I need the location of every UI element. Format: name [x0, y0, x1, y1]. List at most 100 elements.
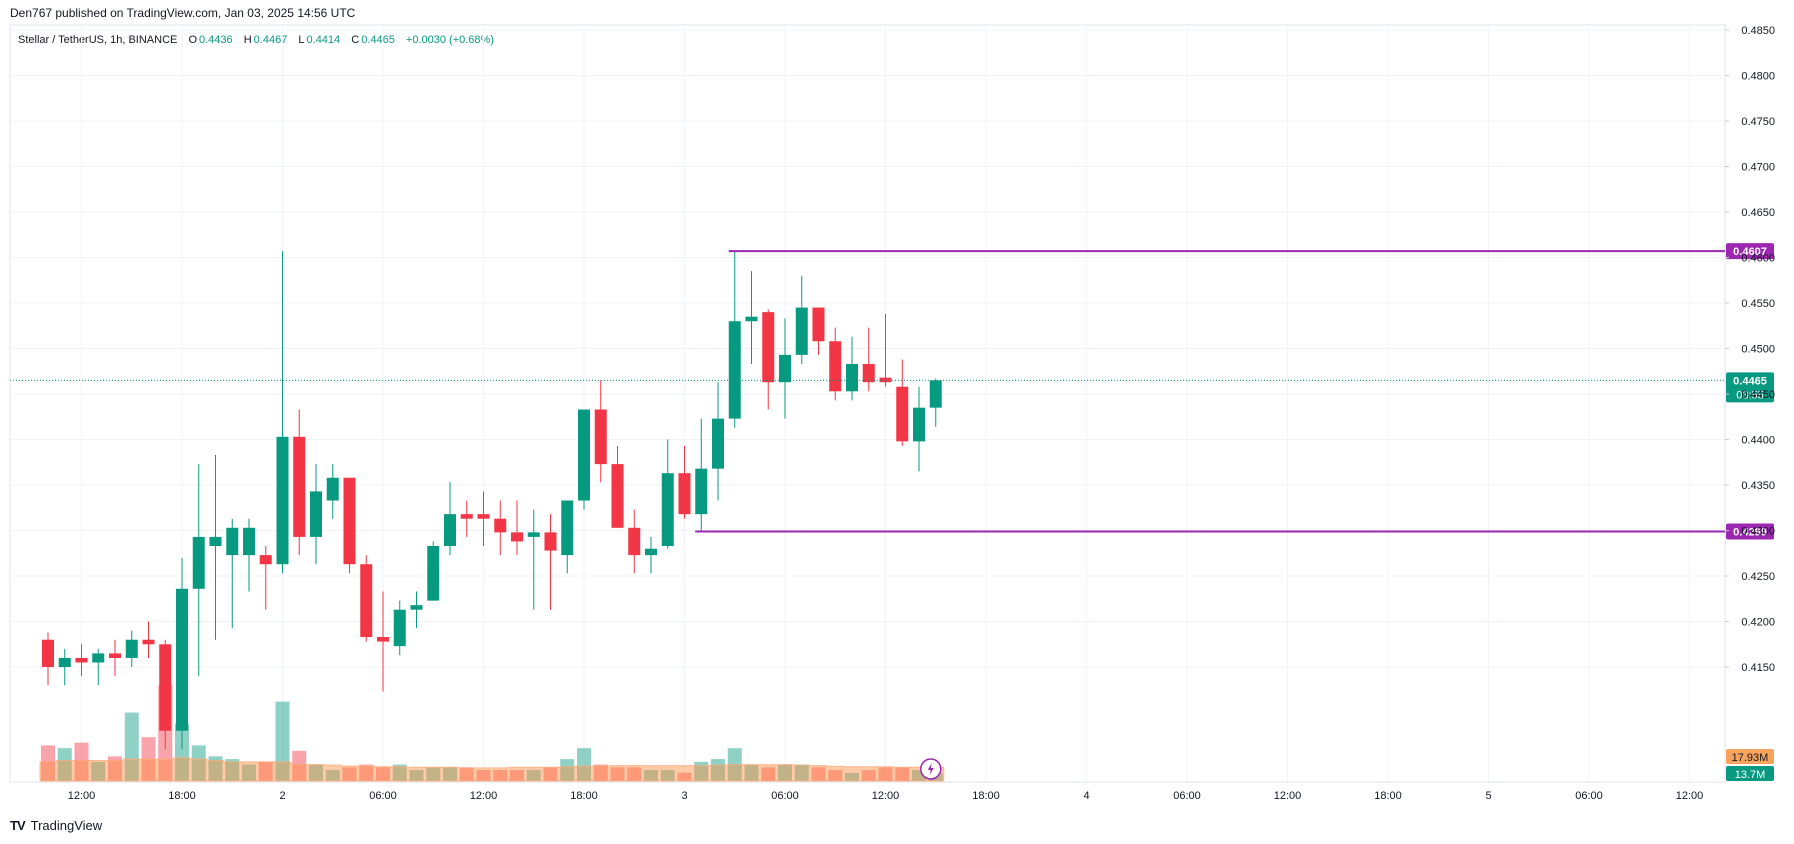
time-axis-label: 06:00: [1575, 790, 1603, 802]
time-axis-label: 06:00: [771, 790, 799, 802]
time-axis-label: 12:00: [68, 790, 96, 802]
high-value: 0.4467: [253, 34, 288, 46]
tradingview-logo: TV: [10, 818, 26, 833]
price-axis-label: 0.4850: [1741, 25, 1775, 37]
volume-bar: [208, 756, 223, 781]
volume-bar: [577, 748, 591, 781]
candle-body: [293, 436, 306, 537]
high-label: H: [243, 34, 252, 46]
candle-body: [678, 473, 691, 515]
candle-body: [511, 532, 523, 542]
footer-brand: TV TradingView: [10, 818, 102, 833]
volume-bar: [794, 764, 809, 781]
volume-bar: [878, 767, 893, 781]
volume-scale-label: 17.93M: [1732, 752, 1769, 764]
candle-body: [58, 657, 71, 668]
candle-body: [578, 409, 590, 501]
price-axis-label: 0.4650: [1741, 207, 1775, 219]
volume-bar: [493, 770, 508, 781]
time-axis-label: 06:00: [369, 790, 397, 802]
candle-body: [360, 564, 373, 638]
time-axis-label: 12:00: [872, 790, 900, 802]
volume-bar: [225, 759, 240, 781]
volume-bar: [426, 767, 441, 781]
low-value: 0.4414: [306, 34, 341, 46]
volume-bar: [560, 759, 575, 781]
brand-name: TradingView: [30, 818, 103, 833]
candle-body: [209, 536, 222, 547]
time-axis-label: 18:00: [168, 790, 196, 802]
candle-body: [243, 527, 255, 556]
volume-bar: [476, 770, 491, 781]
candle-body: [611, 464, 624, 528]
candle-body: [594, 409, 607, 465]
last-price-label: 0.4465: [1733, 375, 1767, 387]
candle-body: [276, 436, 289, 565]
volume-bar: [459, 767, 474, 781]
candle-body: [879, 377, 892, 383]
candle-body: [527, 532, 540, 537]
volume-bar: [191, 745, 206, 781]
candle-body: [929, 380, 942, 408]
candle-body: [42, 639, 54, 668]
candle-body: [477, 514, 490, 519]
candle-body: [762, 312, 775, 383]
volume-bar: [744, 764, 759, 781]
candle-body: [192, 536, 205, 589]
candle-body: [159, 644, 172, 731]
published-info: Den767 published on TradingView.com, Jan…: [10, 6, 356, 20]
chart-pane-border: [9, 24, 1726, 783]
volume-bar: [895, 767, 910, 781]
time-axis-label: 3: [681, 790, 687, 802]
volume-bar: [711, 759, 725, 781]
price-axis-label: 0.4750: [1741, 116, 1775, 128]
volume-bar: [526, 770, 541, 781]
symbol-legend[interactable]: Stellar / TetherUS, 1h, BINANCE O 0.4436 …: [18, 34, 496, 46]
volume-bar: [409, 770, 424, 781]
price-axis-label: 0.4400: [1741, 435, 1775, 447]
price-axis-label: 0.4150: [1741, 662, 1775, 674]
low-label: L: [298, 34, 305, 46]
candle-body: [812, 307, 825, 342]
level-label: 0.4607: [1733, 246, 1767, 258]
volume-bar: [242, 764, 256, 781]
volume-bar: [443, 767, 457, 781]
candle-body: [913, 407, 925, 442]
price-axis-label: 0.4600: [1741, 253, 1775, 265]
candle-body: [846, 363, 858, 392]
volume-bar: [861, 770, 876, 781]
candle-body: [628, 527, 641, 556]
volume-bar: [912, 770, 926, 781]
volume-bar: [660, 770, 675, 781]
candle-body: [343, 477, 356, 565]
candle-body: [779, 354, 791, 383]
candle-body: [728, 321, 741, 419]
volume-bar: [91, 761, 106, 781]
volume-bar: [376, 767, 390, 781]
symbol-name[interactable]: Stellar / TetherUS, 1h, BINANCE: [18, 34, 178, 46]
candle-body: [712, 418, 724, 469]
price-axis-label: 0.4350: [1741, 480, 1775, 492]
candle-body: [75, 657, 88, 663]
volume-bar: [778, 764, 792, 781]
time-axis-label: 18:00: [1374, 790, 1402, 802]
volume-scale-badge: [1726, 766, 1774, 781]
volume-bar: [359, 764, 374, 781]
volume-bar: [828, 770, 843, 781]
candle-body: [862, 363, 875, 383]
volume-bar: [124, 712, 139, 781]
price-axis-label: 0.4200: [1741, 617, 1775, 629]
volume-bar: [325, 770, 340, 781]
close-label: C: [351, 34, 360, 46]
time-axis-label: 18:00: [972, 790, 1000, 802]
volume-bar: [108, 756, 122, 781]
candle-body: [544, 532, 557, 551]
candle-body: [377, 637, 389, 642]
price-axis-label: 0.4500: [1741, 344, 1775, 356]
level-lines: 0.4607 0.4299 0.4465 03:55 17.93M 13.7M: [10, 243, 1774, 781]
candle-body: [745, 316, 758, 322]
volume-scale-label: 13.7M: [1735, 769, 1766, 781]
candle-body: [109, 653, 121, 658]
candle-body: [427, 546, 440, 601]
